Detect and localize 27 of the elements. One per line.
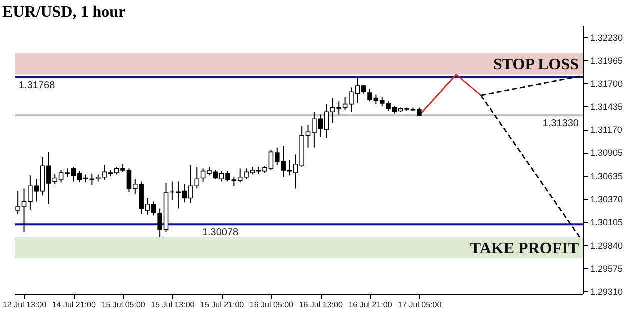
y-tick-label: 1.31435 [590, 102, 624, 112]
y-tick-label: 1.29575 [590, 264, 624, 274]
x-tick-label: 15 Jul 13:00 [151, 300, 196, 310]
band-label: STOP LOSS [493, 56, 580, 74]
x-tick-label: 16 Jul 13:00 [299, 300, 344, 310]
x-tick-label: 15 Jul 05:00 [102, 300, 146, 310]
chart-title: EUR/USD, 1 hour [2, 4, 126, 21]
ref-line-label: 1.31768 [19, 80, 56, 92]
y-tick-label: 1.30635 [590, 172, 624, 182]
y-tick-label: 1.30905 [590, 148, 624, 158]
y-tick-label: 1.30105 [590, 218, 624, 228]
x-tick-label: 15 Jul 21:00 [200, 300, 245, 310]
ref-line-label: 1.31330 [542, 118, 580, 130]
x-tick-label: 12 Jul 13:00 [2, 300, 48, 310]
x-tick-label: 16 Jul 05:00 [250, 300, 294, 310]
x-tick-label: 16 Jul 21:00 [348, 300, 393, 310]
y-tick-label: 1.29840 [590, 240, 624, 251]
y-tick-label: 1.29310 [590, 286, 624, 297]
y-tick-label: 1.30370 [590, 194, 624, 205]
y-tick-label: 1.31170 [590, 125, 622, 136]
x-tick-label: 14 Jul 21:00 [52, 300, 96, 310]
y-tick-label: 1.32230 [590, 32, 624, 43]
y-tick-label: 1.31700 [590, 78, 624, 89]
ref-line-label: 1.30078 [202, 228, 240, 239]
y-tick-label: 1.31965 [590, 56, 624, 66]
x-tick-label: 17 Jul 05:00 [398, 300, 442, 310]
band-label: TAKE PROFIT [470, 240, 580, 258]
